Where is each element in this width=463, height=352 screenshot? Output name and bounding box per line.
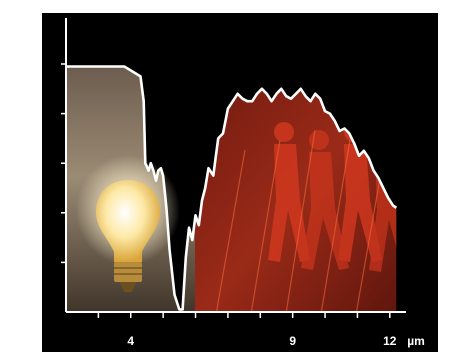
- y-ticks: [61, 63, 66, 264]
- x-tick-label: 4: [127, 334, 134, 348]
- thermal-streaks: [214, 129, 386, 312]
- transmission-curve: [66, 65, 398, 311]
- x-tick-label: 12: [383, 334, 397, 348]
- unit-label: µm: [407, 334, 425, 348]
- label-band: [42, 327, 438, 352]
- light-bulb-icon: [76, 155, 180, 292]
- x-tick-labels: 4 9 12: [127, 334, 396, 348]
- x-ticks: [97, 312, 391, 318]
- x-tick-label: 9: [289, 334, 296, 348]
